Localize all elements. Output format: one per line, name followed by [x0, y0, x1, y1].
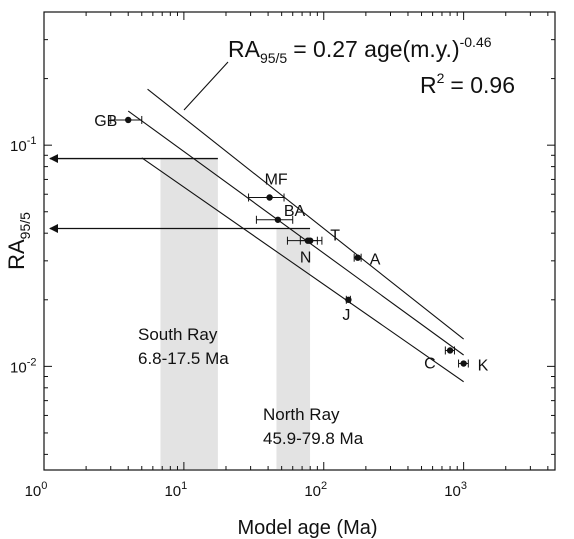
x-tick-label: 101: [164, 480, 187, 500]
y-tick-label-base: 10: [10, 359, 27, 376]
fit-equation-lhs: RA: [228, 36, 261, 62]
point-label-A: A: [370, 252, 381, 269]
y-axis-label: RA95/5: [4, 212, 33, 270]
fit-equation-rhs: = 0.27 age(m.y.): [293, 36, 459, 62]
range-label-values-0: 6.8-17.5 Ma: [138, 349, 229, 368]
fit-r-squared: R2 = 0.96: [420, 70, 515, 98]
x-tick-label-base: 10: [25, 483, 42, 500]
point-label-T: T: [330, 228, 340, 245]
plot-frame: [43, 11, 556, 471]
fit-equation-lhs-sub: 95/5: [260, 50, 287, 66]
data-point-BA: [274, 216, 282, 223]
data-point-MF: [266, 194, 273, 201]
fit-band-lower-line: [141, 157, 464, 383]
y-axis-label-main: RA: [4, 239, 29, 270]
fit-equation-exponent: -0.46: [460, 34, 492, 50]
equation-leader-line: [183, 61, 229, 111]
data-point-GB: [125, 116, 132, 124]
fit-r-squared-lhs: R: [420, 72, 437, 98]
x-tick-label-base: 10: [164, 483, 181, 500]
x-tick-label: 102: [304, 480, 327, 500]
y-tick-label: 10-1: [10, 135, 36, 155]
x-tick-label-base: 10: [444, 483, 461, 500]
annotations-layer: South Ray 6.8-17.5 Ma North Ray 45.9-79.8 M…: [94, 34, 515, 448]
y-axis-label-sub: 95/5: [17, 212, 33, 239]
shaded-range-0: [160, 158, 218, 470]
fit-r-squared-sup: 2: [437, 70, 445, 86]
point-label-MF: MF: [265, 172, 288, 189]
range-label-values-1: 45.9-79.8 Ma: [263, 429, 364, 448]
fit-line: [127, 110, 464, 356]
y-tick-label-exp: -2: [27, 356, 37, 368]
data-point-A: [354, 254, 361, 261]
data-point-C: [446, 347, 454, 354]
point-label-GB: GB: [94, 113, 117, 130]
x-tick-label: 103: [444, 480, 467, 500]
point-label-BA: BA: [284, 203, 306, 220]
data-point-K: [460, 360, 467, 367]
x-tick-label-exp: 3: [461, 480, 467, 492]
x-tick-label-base: 10: [304, 483, 321, 500]
x-axis-label: Model age (Ma): [237, 517, 377, 539]
point-label-J: J: [342, 307, 350, 324]
x-tick-label: 100: [25, 480, 48, 500]
fit-r-squared-rhs: = 0.96: [450, 72, 515, 98]
shaded-range-1: [276, 228, 311, 469]
x-tick-label-exp: 0: [41, 480, 47, 492]
arrows-layer: [49, 154, 311, 234]
data-points-layer: [110, 115, 469, 368]
data-point-J: [345, 296, 352, 303]
point-label-N: N: [300, 250, 312, 267]
shaded-ranges-layer: [160, 158, 311, 470]
y-tick-label-base: 10: [10, 138, 27, 155]
fit-lines-layer: [127, 61, 464, 383]
y-tick-label-exp: -1: [27, 135, 37, 147]
point-label-C: C: [424, 355, 436, 372]
range-label-name-1: North Ray: [263, 405, 340, 424]
data-point-N: [304, 237, 312, 244]
fit-equation: RA95/5 = 0.27 age(m.y.)-0.46: [228, 34, 492, 66]
range-label-name-0: South Ray: [138, 325, 218, 344]
fit-band-upper-line: [147, 88, 464, 340]
x-tick-label-exp: 2: [321, 480, 327, 492]
point-label-K: K: [478, 358, 489, 375]
x-tick-label-exp: 1: [181, 480, 187, 492]
y-tick-label: 10-2: [10, 356, 36, 376]
